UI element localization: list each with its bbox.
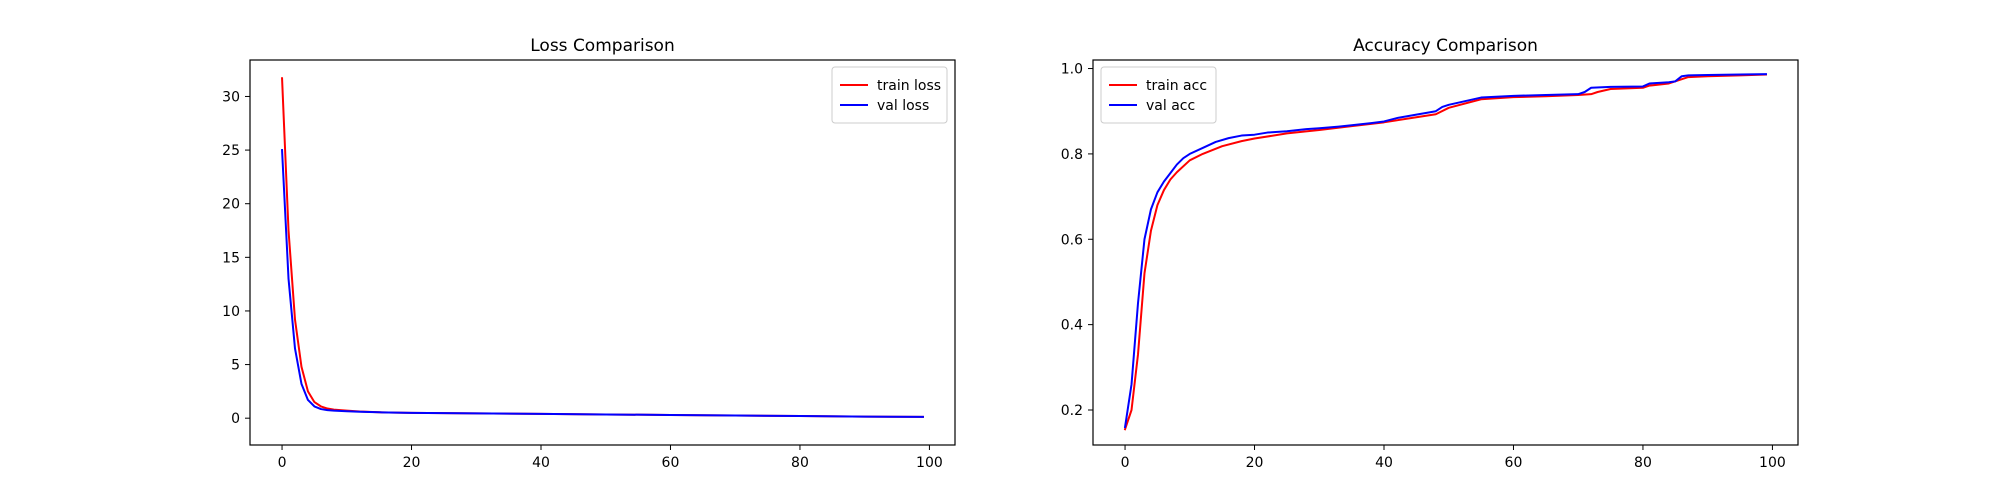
accuracy-chart-marks: 0 20 40 60 80 100 0.2 0.4 0.6 0.8 1.0 train acc val … (1061, 59, 1799, 471)
accuracy-comparison-legend-box (1100, 66, 1217, 124)
loss-comparison-legend-label-val-loss: val loss (877, 98, 929, 114)
loss-comparison-x-tick-label: 0 (278, 455, 287, 471)
accuracy-chart: Accuracy Comparison 0 20 40 60 80 100 0.2 0.4 0.… (1061, 36, 1799, 471)
accuracy-comparison-y-tick-label: 0.4 (1061, 318, 1083, 334)
accuracy-comparison-y-tick-label: 1.0 (1061, 62, 1083, 78)
accuracy-comparison-y-tick-label: 0.8 (1061, 147, 1083, 163)
accuracy-comparison-x-tick-label: 60 (1505, 455, 1523, 471)
accuracy-comparison-axes-frame (1092, 59, 1799, 446)
loss-comparison-legend: train loss val loss (831, 66, 948, 124)
loss-comparison-y-tick-label: 25 (222, 143, 240, 159)
loss-comparison-y-tick-label: 15 (222, 250, 240, 266)
loss-comparison-y-tick-label: 10 (222, 304, 240, 320)
loss-comparison-series-val-loss-line (281, 149, 924, 418)
loss-comparison-y-tick-label: 20 (222, 197, 240, 213)
loss-chart: Loss Comparison 0 20 40 60 80 100 0 5 10 15 20 25 30… (222, 36, 956, 471)
loss-chart-title: Loss Comparison (530, 36, 674, 56)
accuracy-comparison-x-tick-label: 80 (1634, 455, 1652, 471)
accuracy-chart-title: Accuracy Comparison (1353, 36, 1538, 56)
loss-comparison-y-tick-label: 30 (222, 89, 240, 105)
accuracy-comparison-series-train-acc-line (1123, 73, 1767, 431)
accuracy-comparison-x-tick-label: 0 (1121, 455, 1130, 471)
accuracy-comparison-legend-label-train-acc: train acc (1146, 78, 1207, 94)
loss-comparison-x-tick-label: 20 (403, 455, 421, 471)
accuracy-comparison-x-tick-label: 40 (1375, 455, 1393, 471)
accuracy-comparison-legend-label-val-acc: val acc (1146, 98, 1195, 114)
accuracy-comparison-series-val-acc-line (1123, 73, 1767, 429)
loss-comparison-x-tick-label: 60 (662, 455, 680, 471)
accuracy-comparison-x-tick-label: 100 (1759, 455, 1786, 471)
accuracy-comparison-x-tick-label: 20 (1246, 455, 1264, 471)
loss-comparison-x-tick-label: 40 (532, 455, 550, 471)
accuracy-comparison-y-tick-label: 0.6 (1061, 232, 1083, 248)
loss-comparison-axes-frame (249, 59, 956, 446)
loss-comparison-y-tick-label: 0 (231, 411, 240, 427)
loss-comparison-legend-label-train-loss: train loss (877, 78, 941, 94)
accuracy-comparison-legend: train acc val acc (1100, 66, 1217, 124)
loss-comparison-x-tick-label: 100 (916, 455, 943, 471)
accuracy-comparison-y-tick-label: 0.2 (1061, 403, 1083, 419)
loss-comparison-legend-box (831, 66, 948, 124)
loss-comparison-y-tick-label: 5 (231, 358, 240, 374)
loss-chart-marks: 0 20 40 60 80 100 0 5 10 15 20 25 30 train loss val lo… (222, 59, 956, 471)
loss-comparison-x-tick-label: 80 (791, 455, 809, 471)
